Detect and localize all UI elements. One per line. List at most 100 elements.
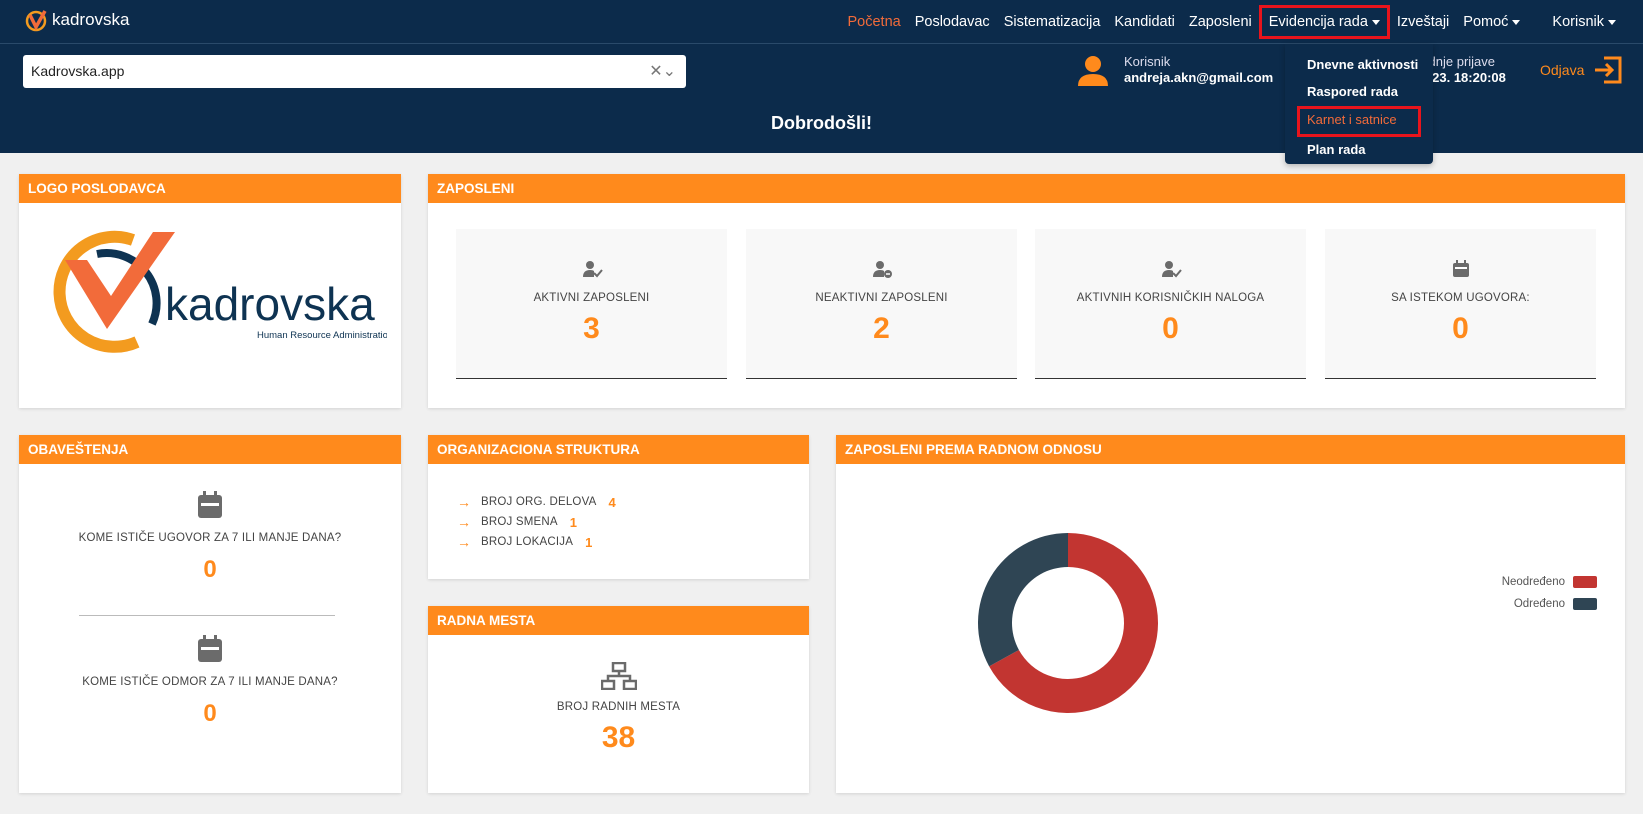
evidencija-rada-dropdown: Dnevne aktivnosti Raspored rada Karnet i… [1285,44,1433,164]
brand-name: kadrovska [52,10,130,29]
logo-card: LOGO POSLODAVCA kadrovska Human Resource… [19,174,401,408]
legend-item[interactable]: Neodređeno [1502,571,1597,593]
nav-kandidati[interactable]: Kandidati [1114,14,1175,30]
user-check-icon [582,261,603,278]
brand[interactable]: kadrovska [24,8,129,32]
user-check-icon [1161,261,1182,278]
radna-mesta-stat[interactable]: BROJ RADNIH MESTA 38 [428,661,809,755]
legend-item[interactable]: Određeno [1502,593,1597,615]
stat-label: NEAKTIVNI ZAPOSLENI [815,292,948,304]
obavestenja-card: OBAVEŠTENJA KOME ISTIČE UGOVOR ZA 7 ILI … [19,435,401,793]
notice-ugovor[interactable]: KOME ISTIČE UGOVOR ZA 7 ILI MANJE DANA? … [19,491,401,584]
user-minus-icon [872,261,892,278]
welcome-title: Dobrodošli! [771,113,872,133]
org-row-label: BROJ ORG. DELOVA [481,496,597,508]
logo-tagline: Human Resource Administration [257,330,387,341]
radna-mesta-value: 38 [601,721,636,754]
caret-down-icon [1371,19,1380,25]
company-select-value: Kadrovska.app [31,63,125,79]
dropdown-raspored-rada[interactable]: Raspored rada [1307,84,1399,99]
calendar-icon [198,491,222,518]
user-email: andreja.akn@gmail.com [1124,70,1274,85]
main-menu: Početna Poslodavac Sistematizacija Kandi… [841,0,1624,44]
user-info: Korisnik andreja.akn@gmail.com [1076,54,1273,88]
legend-label: Neodređeno [1501,576,1565,588]
radna-mesta-card: RADNA MESTA BROJ RADNIH MESTA 38 [428,606,809,793]
user-label: Korisnik [1124,54,1171,69]
radna-mesta-label: BROJ RADNIH MESTA [556,701,681,713]
logo-card-title: LOGO POSLODAVCA [19,174,401,203]
sitemap-icon [600,661,637,691]
org-row-lokacije[interactable]: → BROJ LOKACIJA 1 [457,532,809,552]
logout-button[interactable]: Odjava [1540,54,1624,86]
nav-pomoc-label: Pomoć [1463,14,1509,30]
nav-pocetna[interactable]: Početna [847,14,901,30]
donut-slice-neodređeno[interactable] [989,533,1158,713]
org-card-title: ORGANIZACIONA STRUKTURA [428,435,809,464]
radna-card-title: RADNA MESTA [428,606,809,635]
chart-legend: Neodređeno Određeno [1502,571,1597,615]
dropdown-dnevne-aktivnosti[interactable]: Dnevne aktivnosti [1307,57,1419,72]
dropdown-plan-rada[interactable]: Plan rada [1307,142,1366,157]
stat-label: AKTIVNI ZAPOSLENI [533,292,650,304]
caret-down-icon [1512,19,1521,25]
user-icon [1078,56,1108,86]
calendar-icon [198,635,222,662]
nav-zaposleni[interactable]: Zaposleni [1188,14,1252,30]
zaposleni-card: ZAPOSLENI AKTIVNI ZAPOSLENI 3 NEAKTIVNI … [428,174,1625,408]
radni-odnos-chart-card: ZAPOSLENI PREMA RADNOM ODNOSU Neodređeno… [836,435,1625,793]
org-row-value: 1 [569,514,578,530]
logo-wordmark: kadrovska [165,278,375,330]
obavestenja-card-title: OBAVEŠTENJA [19,435,401,464]
clear-and-chevron-icon[interactable]: ✕⌄ [649,63,676,80]
divider [79,615,335,616]
donut-slice-određeno[interactable] [978,533,1068,667]
calendar-icon [1452,260,1469,277]
notice-label: KOME ISTIČE ODMOR ZA 7 ILI MANJE DANA? [82,676,338,688]
logout-label: Odjava [1540,62,1585,78]
nav-evidencija-rada-label: Evidencija rada [1268,14,1368,30]
org-row-delovi[interactable]: → BROJ ORG. DELOVA 4 [457,492,809,512]
org-row-label: BROJ SMENA [481,516,558,528]
stat-aktivnih-korisnickih-naloga[interactable]: AKTIVNIH KORISNIČKIH NALOGA 0 [1035,229,1306,379]
stat-value: 0 [1162,312,1179,345]
caret-down-icon [1608,19,1616,25]
nav-poslodavac[interactable]: Poslodavac [914,14,990,30]
nav-korisnik[interactable]: Korisnik [1545,14,1623,30]
employer-logo: kadrovska Human Resource Administration [53,230,387,353]
nav-sistematizacija[interactable]: Sistematizacija [1003,14,1101,30]
nav-korisnik-label: Korisnik [1552,14,1604,30]
org-struktura-card: ORGANIZACIONA STRUKTURA → BROJ ORG. DELOV… [428,435,809,579]
legend-swatch [1573,598,1597,610]
stat-label: AKTIVNIH KORISNIČKIH NALOGA [1076,292,1265,304]
stat-value: 0 [1452,312,1469,345]
donut-chart [978,533,1158,713]
nav-izvestaji[interactable]: Izveštaji [1396,14,1450,30]
brand-logo-icon [25,10,47,32]
org-list: → BROJ ORG. DELOVA 4 → BROJ SMENA 1 → BROJ LO… [428,464,809,552]
notice-value: 0 [203,556,217,583]
stat-value: 2 [873,312,890,345]
dropdown-karnet-i-satnice[interactable]: Karnet i satnice [1297,106,1421,137]
stat-sa-istekom-ugovora[interactable]: SA ISTEKOM UGOVORA: 0 [1325,229,1596,379]
notice-label: KOME ISTIČE UGOVOR ZA 7 ILI MANJE DANA? [78,532,342,544]
arrow-right-icon: → [457,534,472,550]
logout-icon [1595,56,1622,84]
nav-evidencija-rada[interactable]: Evidencija rada [1258,5,1390,39]
company-select[interactable]: Kadrovska.app ✕⌄ [23,55,686,88]
stat-neaktivni-zaposleni[interactable]: NEAKTIVNI ZAPOSLENI 2 [746,229,1017,379]
org-row-value: 4 [608,494,616,510]
stat-aktivni-zaposleni[interactable]: AKTIVNI ZAPOSLENI 3 [456,229,727,379]
top-navbar: kadrovska Početna Poslodavac Sistematiza… [0,0,1643,44]
stat-label: SA ISTEKOM UGOVORA: [1391,292,1530,304]
notice-odmor[interactable]: KOME ISTIČE ODMOR ZA 7 ILI MANJE DANA? 0 [19,635,401,728]
org-row-value: 1 [585,534,593,550]
legend-label: Određeno [1513,598,1565,610]
legend-swatch [1573,576,1597,588]
zaposleni-card-title: ZAPOSLENI [428,174,1625,203]
arrow-right-icon: → [457,494,472,510]
org-row-smene[interactable]: → BROJ SMENA 1 [457,512,809,532]
nav-pomoc[interactable]: Pomoć [1456,14,1527,30]
stat-value: 3 [583,312,600,345]
org-row-label: BROJ LOKACIJA [481,536,574,548]
